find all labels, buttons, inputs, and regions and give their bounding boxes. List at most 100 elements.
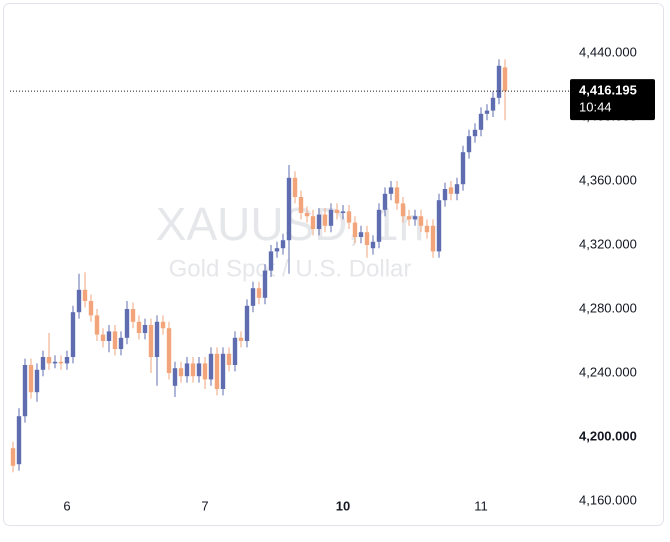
candle-body: [298, 197, 304, 213]
y-tick-label: 4,320.000: [579, 236, 637, 251]
candle-body: [52, 361, 58, 364]
candle-body: [472, 129, 478, 137]
candle-body: [382, 193, 388, 210]
candle-body: [478, 113, 484, 130]
candle-body: [256, 288, 262, 298]
candle-body: [34, 369, 40, 393]
candle-body: [118, 337, 124, 349]
candle-body: [454, 184, 460, 194]
candle-body: [340, 211, 346, 213]
candle-body: [286, 177, 292, 241]
candle-body: [418, 216, 424, 226]
candle-body: [82, 289, 88, 301]
candle-body: [76, 289, 82, 313]
candle-body: [196, 363, 202, 377]
candle-body: [496, 65, 502, 98]
candle-body: [352, 222, 358, 237]
candle-body: [148, 325, 154, 357]
candle-body: [268, 251, 274, 271]
candle-body: [484, 110, 490, 114]
candle-body: [304, 213, 310, 217]
last-price-box: [570, 79, 655, 121]
candle-body: [310, 216, 316, 229]
candle-body: [448, 187, 454, 194]
candle-body: [136, 321, 142, 333]
candle-body: [70, 312, 76, 357]
candle-body: [208, 353, 214, 380]
candle-body: [190, 363, 196, 377]
candle-body: [376, 209, 382, 242]
candle-body: [358, 232, 364, 237]
candle-body: [142, 325, 148, 333]
candle-body: [238, 337, 244, 341]
watermark-subtitle: Gold Spot / U.S. Dollar: [169, 255, 412, 282]
x-tick-label: 6: [63, 498, 70, 513]
x-tick-label: 10: [336, 498, 350, 513]
candle-body: [262, 270, 268, 298]
candle-body: [346, 211, 352, 223]
candle-body: [40, 357, 46, 370]
candle-body: [328, 209, 334, 226]
candle-body: [226, 353, 232, 365]
candle-body: [46, 357, 52, 364]
x-tick-label: 11: [474, 498, 488, 513]
candle-body: [280, 240, 286, 249]
candle-body: [16, 416, 22, 465]
y-tick-label: 4,280.000: [579, 300, 637, 315]
candle-body: [154, 321, 160, 357]
candle-body: [178, 368, 184, 377]
candle-body: [106, 331, 112, 341]
candle-body: [124, 309, 130, 338]
candle-body: [436, 200, 442, 252]
candle-body: [316, 214, 322, 229]
candle-body: [220, 353, 226, 389]
candle-body: [292, 177, 298, 197]
candle-body: [94, 315, 100, 335]
candle-body: [160, 321, 166, 329]
candle-body: [388, 187, 394, 194]
candle-body: [64, 357, 70, 364]
candle-body: [364, 232, 370, 245]
candle-body: [322, 214, 328, 226]
candle-body: [430, 225, 436, 252]
y-tick-label: 4,200.000: [579, 428, 637, 443]
candle-body: [28, 365, 34, 393]
candle-body: [10, 448, 16, 466]
candle-body: [22, 365, 28, 417]
candle-body: [88, 301, 94, 316]
y-tick-label: 4,240.000: [579, 364, 637, 379]
candle-body: [202, 363, 208, 380]
candle-body: [214, 353, 220, 389]
candle-body: [502, 67, 508, 92]
x-tick-label: 7: [201, 498, 208, 513]
candle-body: [58, 361, 64, 364]
candle-body: [334, 209, 340, 213]
candle-body: [406, 216, 412, 220]
chart-frame: [3, 3, 664, 526]
y-tick-label: 4,360.000: [579, 172, 637, 187]
candle-body: [130, 309, 136, 322]
candle-body: [184, 363, 190, 377]
candle-body: [112, 331, 118, 349]
y-tick-label: 4,440.000: [579, 44, 637, 59]
candle-body: [172, 368, 178, 386]
last-price-time: 10:44: [579, 100, 612, 115]
candle-body: [232, 337, 238, 365]
candle-body: [490, 97, 496, 111]
candle-body: [466, 136, 472, 153]
candle-body: [442, 189, 448, 201]
candle-body: [370, 241, 376, 249]
candle-body: [250, 288, 256, 306]
candle-body: [244, 305, 250, 341]
candle-body: [100, 334, 106, 341]
candle-body: [400, 203, 406, 217]
candle-body: [412, 216, 418, 220]
candle-body: [166, 328, 172, 373]
candle-body: [460, 152, 466, 185]
last-price-label: 4,416.195: [579, 83, 637, 98]
y-tick-label: 4,160.000: [579, 492, 637, 507]
candle-body: [274, 248, 280, 252]
candle-body: [394, 187, 400, 204]
candle-body: [424, 225, 430, 233]
